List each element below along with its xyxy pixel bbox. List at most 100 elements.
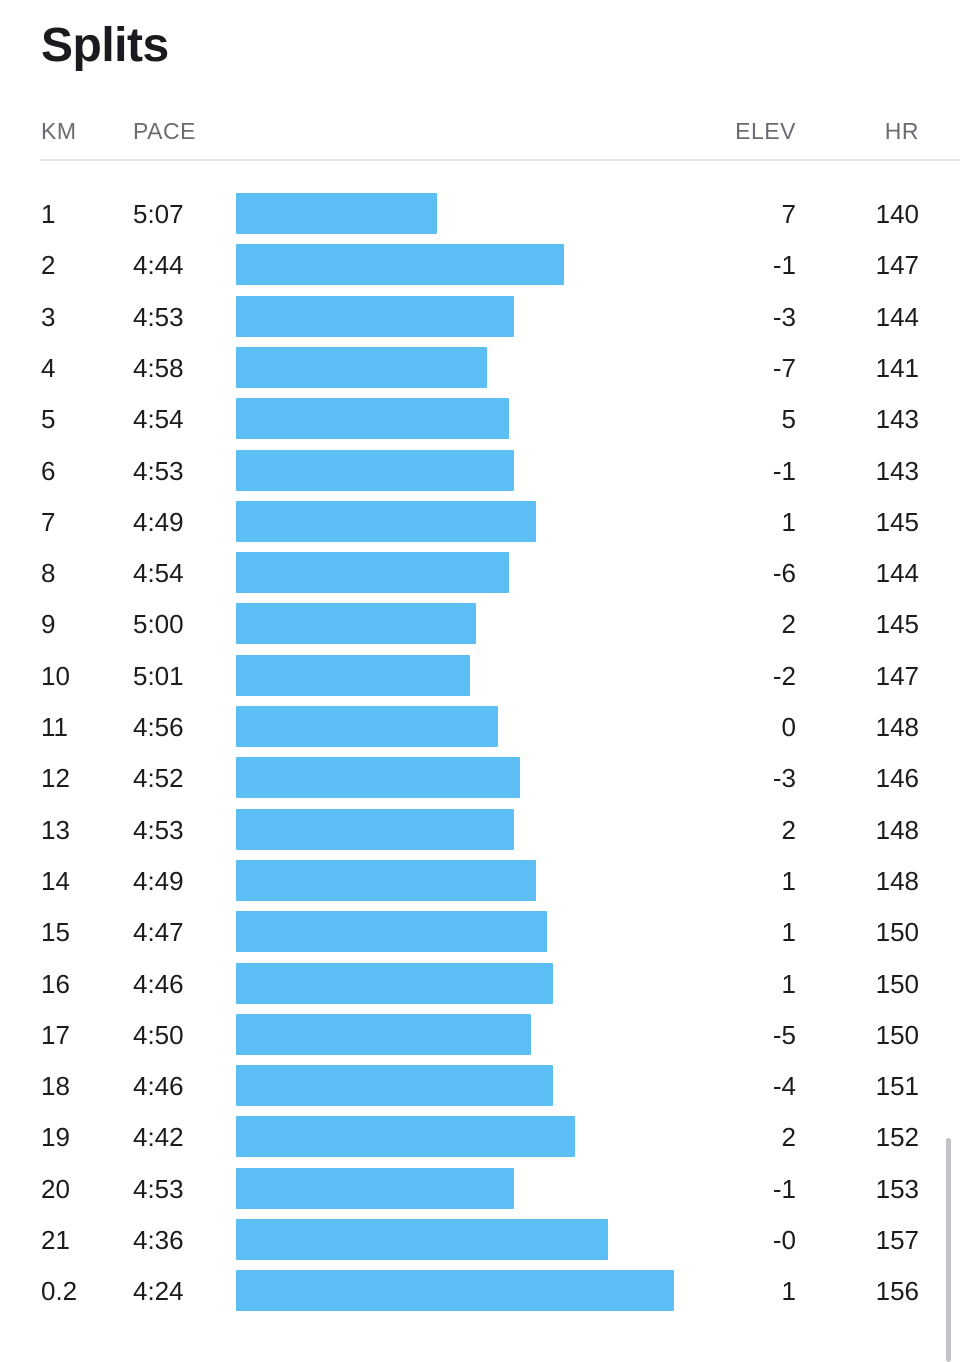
split-row[interactable]: 19 4:42 2 152 bbox=[0, 1111, 960, 1162]
pace-bar bbox=[236, 1065, 553, 1107]
split-row[interactable]: 12 4:52 -3 146 bbox=[0, 752, 960, 803]
split-row[interactable]: 21 4:36 -0 157 bbox=[0, 1214, 960, 1265]
split-row[interactable]: 2 4:44 -1 147 bbox=[0, 239, 960, 290]
split-elev: 2 bbox=[781, 609, 796, 640]
split-elev: -7 bbox=[772, 352, 796, 383]
split-pace: 4:24 bbox=[133, 1276, 184, 1307]
split-pace: 4:49 bbox=[133, 865, 184, 896]
split-row[interactable]: 13 4:53 2 148 bbox=[0, 804, 960, 855]
split-pace: 4:36 bbox=[133, 1225, 184, 1255]
split-row[interactable]: 11 4:56 0 148 bbox=[0, 701, 960, 752]
split-elev: -3 bbox=[772, 763, 796, 794]
split-pace: 4:47 bbox=[133, 917, 184, 948]
split-km: 21 bbox=[41, 1225, 70, 1255]
split-elev: 1 bbox=[781, 917, 796, 948]
split-pace: 5:00 bbox=[133, 609, 184, 640]
pace-bar bbox=[236, 808, 514, 850]
split-km: 7 bbox=[41, 506, 56, 537]
split-hr: 150 bbox=[875, 1019, 919, 1050]
split-hr: 143 bbox=[875, 455, 919, 486]
split-row[interactable]: 10 5:01 -2 147 bbox=[0, 650, 960, 701]
column-header-pace: PACE bbox=[133, 118, 196, 144]
split-elev: 1 bbox=[781, 968, 796, 999]
pace-bar bbox=[236, 1219, 608, 1260]
split-km: 0.2 bbox=[41, 1276, 78, 1307]
split-elev: -1 bbox=[772, 1173, 796, 1204]
split-hr: 141 bbox=[875, 352, 919, 383]
split-km: 2 bbox=[41, 250, 56, 281]
pace-bar bbox=[236, 552, 509, 594]
split-km: 15 bbox=[41, 917, 70, 948]
split-elev: -5 bbox=[772, 1019, 796, 1050]
split-pace: 4:42 bbox=[133, 1122, 184, 1153]
split-pace: 5:07 bbox=[133, 199, 184, 229]
split-km: 3 bbox=[41, 301, 56, 332]
split-hr: 146 bbox=[875, 763, 919, 794]
pace-bar bbox=[236, 962, 553, 1004]
split-row[interactable]: 8 4:54 -6 144 bbox=[0, 547, 960, 598]
split-km: 5 bbox=[41, 404, 56, 435]
split-km: 20 bbox=[41, 1173, 70, 1204]
split-row[interactable]: 16 4:46 1 150 bbox=[0, 958, 960, 1009]
pace-bar bbox=[236, 193, 437, 234]
split-elev: 7 bbox=[781, 199, 796, 229]
split-row[interactable]: 18 4:46 -4 151 bbox=[0, 1060, 960, 1111]
split-elev: 1 bbox=[781, 506, 796, 537]
split-hr: 148 bbox=[875, 865, 919, 896]
split-pace: 4:58 bbox=[133, 352, 184, 383]
split-pace: 4:54 bbox=[133, 404, 184, 435]
split-pace: 5:01 bbox=[133, 660, 184, 691]
pace-bar bbox=[236, 449, 514, 491]
split-row[interactable]: 6 4:53 -1 143 bbox=[0, 445, 960, 496]
split-elev: 0 bbox=[781, 712, 796, 742]
pace-bar bbox=[236, 295, 514, 337]
split-row[interactable]: 15 4:47 1 150 bbox=[0, 906, 960, 957]
split-row[interactable]: 0.2 4:24 1 156 bbox=[0, 1265, 960, 1316]
split-row[interactable]: 9 5:00 2 145 bbox=[0, 598, 960, 649]
split-km: 8 bbox=[41, 558, 56, 589]
split-hr: 152 bbox=[875, 1122, 919, 1153]
split-elev: 2 bbox=[781, 1122, 796, 1153]
pace-bar bbox=[236, 706, 498, 747]
split-row[interactable]: 4 4:58 -7 141 bbox=[0, 342, 960, 393]
split-row[interactable]: 1 5:07 7 140 bbox=[0, 188, 960, 239]
column-header-km: KM bbox=[41, 118, 77, 144]
split-km: 10 bbox=[41, 660, 70, 691]
split-row[interactable]: 17 4:50 -5 150 bbox=[0, 1009, 960, 1060]
split-pace: 4:53 bbox=[133, 814, 184, 845]
split-row[interactable]: 5 4:54 5 143 bbox=[0, 393, 960, 444]
split-km: 16 bbox=[41, 968, 70, 999]
split-km: 12 bbox=[41, 763, 70, 794]
split-row[interactable]: 14 4:49 1 148 bbox=[0, 855, 960, 906]
split-km: 18 bbox=[41, 1071, 70, 1102]
split-hr: 148 bbox=[875, 712, 919, 742]
pace-bar bbox=[236, 603, 476, 645]
split-pace: 4:56 bbox=[133, 712, 184, 742]
split-pace: 4:46 bbox=[133, 1071, 184, 1102]
split-hr: 144 bbox=[875, 558, 919, 589]
split-elev: -2 bbox=[772, 660, 796, 691]
split-elev: -1 bbox=[772, 250, 796, 281]
split-elev: 1 bbox=[781, 865, 796, 896]
split-elev: -1 bbox=[772, 455, 796, 486]
header-divider bbox=[40, 159, 960, 161]
split-km: 9 bbox=[41, 609, 56, 640]
split-row[interactable]: 20 4:53 -1 153 bbox=[0, 1163, 960, 1214]
split-pace: 4:52 bbox=[133, 763, 184, 794]
pace-bar bbox=[236, 911, 547, 953]
split-hr: 153 bbox=[875, 1173, 919, 1204]
split-row[interactable]: 3 4:53 -3 144 bbox=[0, 291, 960, 342]
split-km: 17 bbox=[41, 1019, 70, 1050]
split-hr: 145 bbox=[875, 609, 919, 640]
scrollbar[interactable] bbox=[946, 1138, 951, 1362]
column-header-elev: ELEV bbox=[735, 118, 796, 144]
pace-bar bbox=[236, 859, 536, 901]
split-pace: 4:53 bbox=[133, 1173, 184, 1204]
split-row[interactable]: 7 4:49 1 145 bbox=[0, 496, 960, 547]
split-pace: 4:49 bbox=[133, 506, 184, 537]
split-km: 11 bbox=[41, 712, 68, 742]
pace-bar bbox=[236, 1116, 575, 1158]
split-hr: 151 bbox=[875, 1071, 919, 1102]
split-hr: 144 bbox=[875, 301, 919, 332]
split-hr: 148 bbox=[875, 814, 919, 845]
